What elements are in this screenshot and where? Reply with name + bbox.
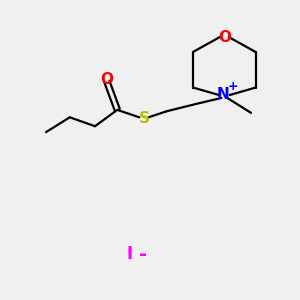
Text: +: +	[227, 80, 238, 94]
Text: I: I	[126, 245, 132, 263]
Text: S: S	[139, 111, 150, 126]
Text: N: N	[216, 87, 229, 102]
Text: O: O	[100, 72, 113, 87]
Text: O: O	[218, 30, 231, 45]
Text: -: -	[139, 244, 147, 263]
